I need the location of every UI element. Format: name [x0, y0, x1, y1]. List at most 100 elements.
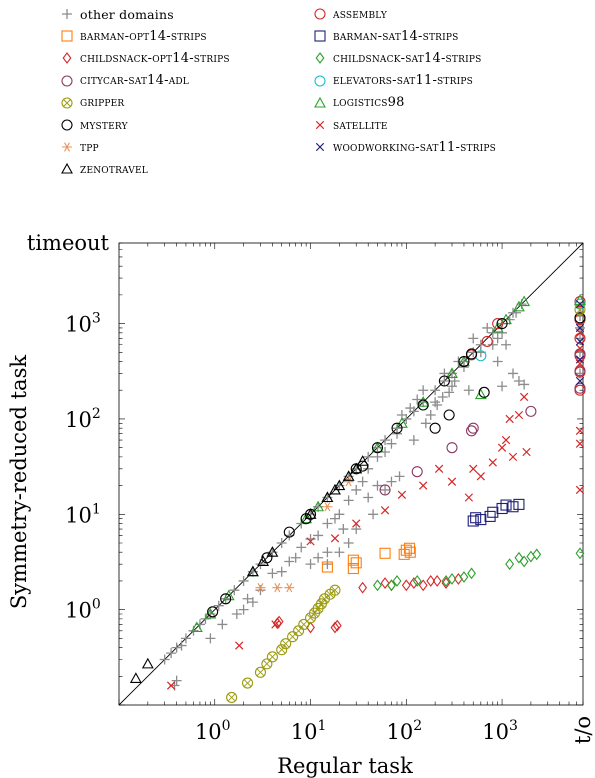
- data-point: [313, 530, 324, 541]
- data-point: [321, 561, 333, 573]
- data-point: [350, 462, 363, 474]
- timeout-point: [575, 299, 585, 309]
- data-point: [298, 618, 310, 630]
- data-point: [409, 577, 419, 589]
- data-point: [283, 526, 295, 538]
- data-point: [342, 470, 355, 481]
- series-gripper: [226, 584, 341, 703]
- data-point: [496, 502, 508, 515]
- data-point: [446, 367, 458, 378]
- data-point: [403, 542, 416, 554]
- data-point: [418, 579, 428, 592]
- data-point: [322, 559, 333, 570]
- data-point: [487, 506, 499, 518]
- data-point: [368, 509, 379, 520]
- legend-label: zenotravel: [80, 161, 148, 177]
- data-point: [356, 455, 369, 466]
- plot-frame: [118, 242, 584, 706]
- legend-marker-triangle-icon: [314, 96, 326, 108]
- data-point: [242, 593, 253, 604]
- data-point: [255, 583, 266, 593]
- data-point: [513, 375, 524, 386]
- data-point: [220, 593, 232, 605]
- data-point: [465, 425, 478, 437]
- data-point: [267, 568, 278, 579]
- legend-item-logistics98: logistics98: [313, 94, 405, 112]
- data-point: [129, 672, 142, 683]
- data-point: [347, 554, 359, 566]
- data-point: [222, 589, 235, 601]
- data-point: [380, 577, 390, 589]
- data-point: [518, 295, 531, 307]
- data-point: [497, 327, 508, 338]
- data-point: [322, 518, 333, 529]
- legend-item-barman-sat14-strips: barman-sat14-strips: [313, 27, 459, 45]
- data-point: [508, 452, 518, 462]
- legend-item-childsnack-opt14-strips: childsnack-opt14-strips: [60, 49, 230, 67]
- data-point: [507, 368, 518, 379]
- data-point: [432, 400, 443, 411]
- data-point: [363, 492, 374, 503]
- legend-label: childsnack-opt14-strips: [80, 50, 230, 66]
- y-axis-title: Symmetry-reduced task: [7, 355, 31, 609]
- data-point: [444, 387, 455, 398]
- data-point: [373, 579, 382, 592]
- legend-label: childsnack-sat14-strips: [333, 50, 482, 66]
- data-point: [417, 396, 430, 407]
- data-point: [380, 484, 391, 495]
- data-point: [171, 675, 182, 686]
- data-point: [418, 481, 428, 490]
- data-point: [505, 558, 515, 571]
- data-point: [418, 385, 429, 396]
- data-point: [229, 585, 240, 596]
- data-point: [343, 477, 354, 487]
- legend-label: logistics98: [333, 95, 405, 111]
- data-point: [441, 577, 451, 589]
- x-timeout-label: t/o: [571, 716, 595, 744]
- data-point: [329, 584, 341, 596]
- data-point: [417, 399, 429, 411]
- data-point: [446, 442, 458, 454]
- data-point: [476, 472, 485, 481]
- data-point: [447, 573, 457, 585]
- data-point: [357, 476, 368, 487]
- data-point: [166, 648, 177, 659]
- data-point: [380, 435, 391, 446]
- data-point: [513, 498, 525, 510]
- data-point: [238, 575, 249, 586]
- legend-marker-circle-icon: [314, 75, 326, 87]
- data-point: [412, 575, 422, 587]
- data-point: [519, 555, 529, 568]
- timeout-point: [575, 439, 585, 448]
- legend-marker-circle-icon: [314, 8, 326, 20]
- data-point: [475, 514, 487, 526]
- data-point: [380, 506, 390, 515]
- data-point: [425, 409, 436, 420]
- y-tick-label: 101: [65, 501, 101, 527]
- data-point: [351, 524, 362, 535]
- data-point: [488, 458, 497, 467]
- legend-marker-otimes-icon: [61, 97, 73, 109]
- data-point: [379, 547, 391, 559]
- data-point: [468, 333, 479, 344]
- legend-item-barman-opt14-strips: barman-opt14-strips: [60, 27, 207, 45]
- legend-marker-triangle-icon: [61, 163, 73, 174]
- legend-item-citycar-sat14-adl: citycar-sat14-adl: [60, 72, 189, 90]
- data-point: [487, 327, 498, 338]
- data-point: [497, 443, 507, 452]
- data-point: [207, 606, 219, 618]
- data-point: [261, 658, 273, 670]
- data-point: [276, 537, 287, 548]
- data-point: [430, 385, 441, 396]
- legend-label: barman-sat14-strips: [333, 28, 459, 44]
- data-point: [257, 555, 270, 567]
- data-point: [405, 403, 416, 414]
- data-point: [497, 381, 508, 392]
- x-axis-title: Regular task: [277, 754, 413, 778]
- timeout-point: [575, 547, 585, 560]
- data-point: [352, 519, 361, 528]
- data-point: [412, 394, 423, 405]
- data-point: [391, 422, 403, 434]
- legend-marker-cross-icon: [315, 143, 325, 152]
- timeout-point: [575, 359, 585, 368]
